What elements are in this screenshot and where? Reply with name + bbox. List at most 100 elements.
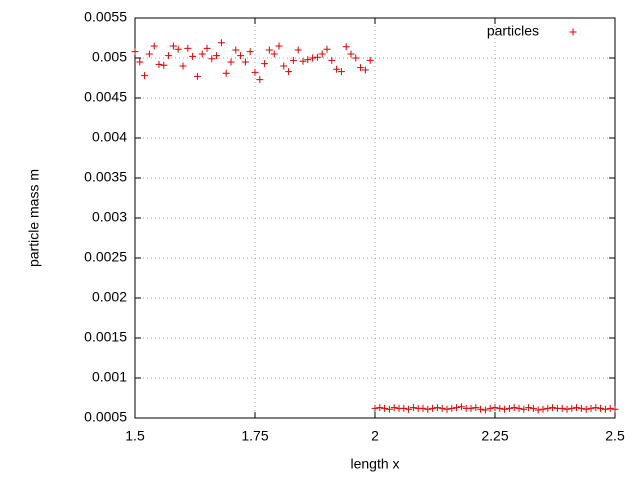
marker	[481, 406, 489, 414]
marker	[193, 72, 201, 80]
marker	[501, 405, 509, 413]
marker	[510, 404, 518, 412]
marker	[265, 46, 273, 54]
marker	[525, 404, 533, 412]
y-tick-label: 0.0055	[84, 9, 127, 25]
marker	[366, 56, 374, 64]
legend-label: particles	[487, 23, 539, 39]
marker	[179, 62, 187, 70]
y-tick-label: 0.004	[92, 129, 127, 145]
y-tick-label: 0.0005	[84, 409, 127, 425]
marker	[222, 69, 230, 77]
marker	[429, 404, 437, 412]
marker	[160, 61, 168, 69]
y-tick-label: 0.002	[92, 289, 127, 305]
marker	[131, 48, 139, 56]
y-tick-label: 0.005	[92, 49, 127, 65]
plot-border	[134, 17, 616, 419]
marker	[342, 43, 350, 51]
marker	[361, 66, 369, 74]
x-tick-label: 1.75	[241, 428, 268, 444]
marker	[529, 404, 537, 412]
marker	[563, 405, 571, 413]
marker	[261, 60, 269, 68]
marker	[155, 60, 163, 68]
marker	[611, 405, 619, 413]
marker	[299, 57, 307, 65]
marker	[232, 46, 240, 54]
y-axis-label: particle mass m	[26, 169, 42, 267]
legend-marker	[569, 28, 577, 36]
marker	[136, 58, 144, 66]
marker	[491, 404, 499, 412]
marker	[486, 404, 494, 412]
marker	[280, 62, 288, 70]
marker	[385, 405, 393, 413]
marker	[592, 404, 600, 412]
marker	[549, 404, 557, 412]
marker	[203, 44, 211, 52]
marker	[409, 404, 417, 412]
marker	[597, 404, 605, 412]
marker	[472, 404, 480, 412]
marker	[496, 404, 504, 412]
x-tick-label: 2.5	[605, 428, 625, 444]
marker	[381, 404, 389, 412]
marker	[318, 50, 326, 58]
marker	[405, 405, 413, 413]
marker	[169, 42, 177, 50]
marker	[213, 52, 221, 60]
marker	[241, 58, 249, 66]
x-tick-label: 2	[371, 428, 379, 444]
marker	[448, 404, 456, 412]
y-tick-label: 0.003	[92, 209, 127, 225]
y-tick-label: 0.0015	[84, 329, 127, 345]
marker	[145, 50, 153, 58]
marker	[419, 404, 427, 412]
marker	[371, 404, 379, 412]
x-tick-label: 1.5	[125, 428, 145, 444]
marker	[150, 42, 158, 50]
y-tick-label: 0.0035	[84, 169, 127, 185]
marker	[313, 53, 321, 61]
marker	[275, 42, 283, 50]
marker	[587, 404, 595, 412]
marker	[270, 50, 278, 58]
marker	[304, 56, 312, 64]
marker	[390, 404, 398, 412]
marker	[347, 50, 355, 58]
marker	[227, 58, 235, 66]
marker	[467, 404, 475, 412]
marker	[558, 404, 566, 412]
marker	[443, 405, 451, 413]
marker	[289, 56, 297, 64]
marker	[515, 404, 523, 412]
marker	[328, 56, 336, 64]
marker	[237, 52, 245, 60]
marker	[165, 52, 173, 60]
y-tick-label: 0.0045	[84, 89, 127, 105]
marker	[141, 72, 149, 80]
marker	[251, 68, 259, 76]
marker	[184, 44, 192, 52]
marker	[573, 404, 581, 412]
marker	[198, 50, 206, 58]
marker	[433, 404, 441, 412]
marker	[309, 54, 317, 62]
marker	[477, 405, 485, 413]
marker	[217, 39, 225, 47]
marker	[337, 68, 345, 76]
x-axis-label: length x	[350, 456, 399, 472]
marker	[352, 54, 360, 62]
marker	[539, 405, 547, 413]
marker	[246, 48, 254, 56]
marker	[534, 406, 542, 414]
marker	[606, 404, 614, 412]
y-tick-label: 0.001	[92, 369, 127, 385]
x-tick-label: 2.25	[481, 428, 508, 444]
y-tick-label: 0.0025	[84, 249, 127, 265]
marker	[294, 46, 302, 54]
